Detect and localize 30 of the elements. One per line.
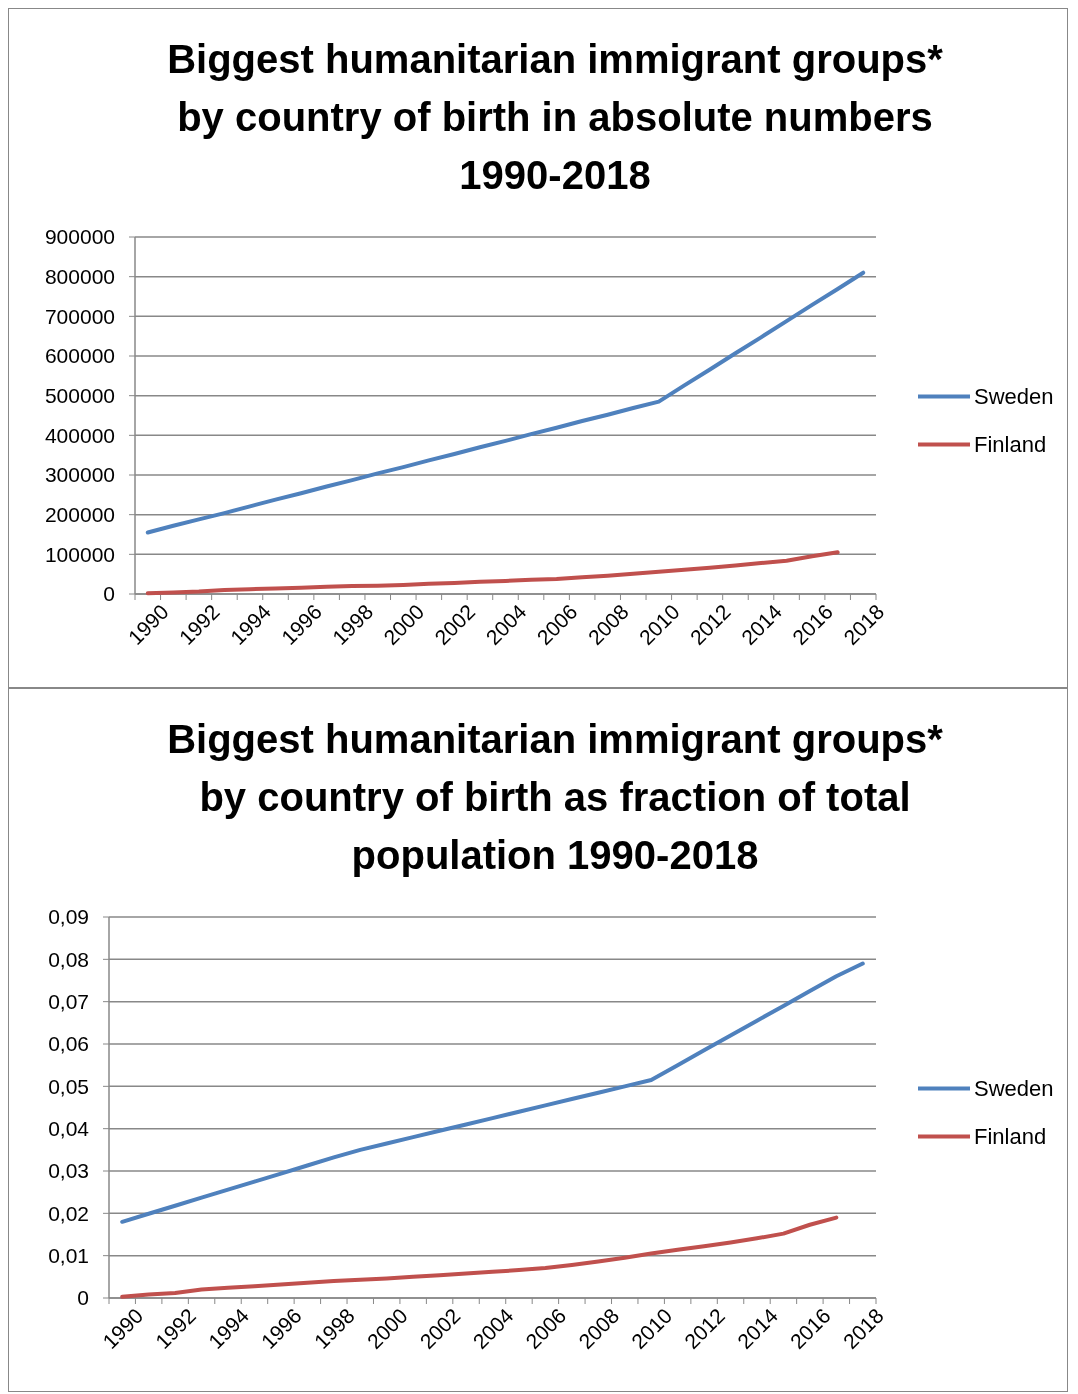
y-tick-label: 900000	[44, 225, 115, 249]
legend-label: Finland	[974, 432, 1047, 458]
y-tick-label: 800000	[44, 265, 115, 289]
legend-label: Finland	[974, 1124, 1047, 1150]
legend-label: Sweden	[974, 1076, 1054, 1102]
y-tick-label: 700000	[44, 304, 115, 328]
chart-title: Biggest humanitarian immigrant groups* by country of birth as fraction of total population 1990-2018	[167, 717, 944, 877]
y-tick-label: 300000	[44, 463, 115, 487]
line-series	[145, 270, 866, 535]
line-series	[120, 1215, 839, 1299]
line-series	[145, 550, 840, 596]
y-tick-label: 0,04	[48, 1117, 90, 1141]
y-tick-label: 0,08	[48, 947, 89, 971]
y-tick-label: 0,06	[48, 1032, 89, 1056]
y-tick-label: 0	[77, 1286, 89, 1310]
y-tick-label: 0,05	[48, 1074, 89, 1098]
legend-label: Sweden	[974, 384, 1054, 410]
y-tick-label: 200000	[44, 503, 115, 527]
y-tick-label: 0,01	[48, 1244, 89, 1268]
y-tick-label: 0,07	[48, 990, 89, 1014]
y-tick-label: 500000	[44, 384, 115, 408]
y-tick-label: 400000	[44, 423, 115, 447]
y-tick-label: 0,02	[48, 1201, 89, 1225]
y-tick-label: 0	[103, 582, 115, 606]
chart-title: Biggest humanitarian immigrant groups* by country of birth in absolute numbers 1990-2018	[167, 37, 944, 197]
y-tick-label: 0,09	[48, 905, 89, 929]
y-tick-label: 0,03	[48, 1159, 89, 1183]
y-tick-label: 600000	[44, 344, 115, 368]
y-tick-label: 100000	[44, 542, 115, 566]
line-series	[120, 961, 865, 1224]
